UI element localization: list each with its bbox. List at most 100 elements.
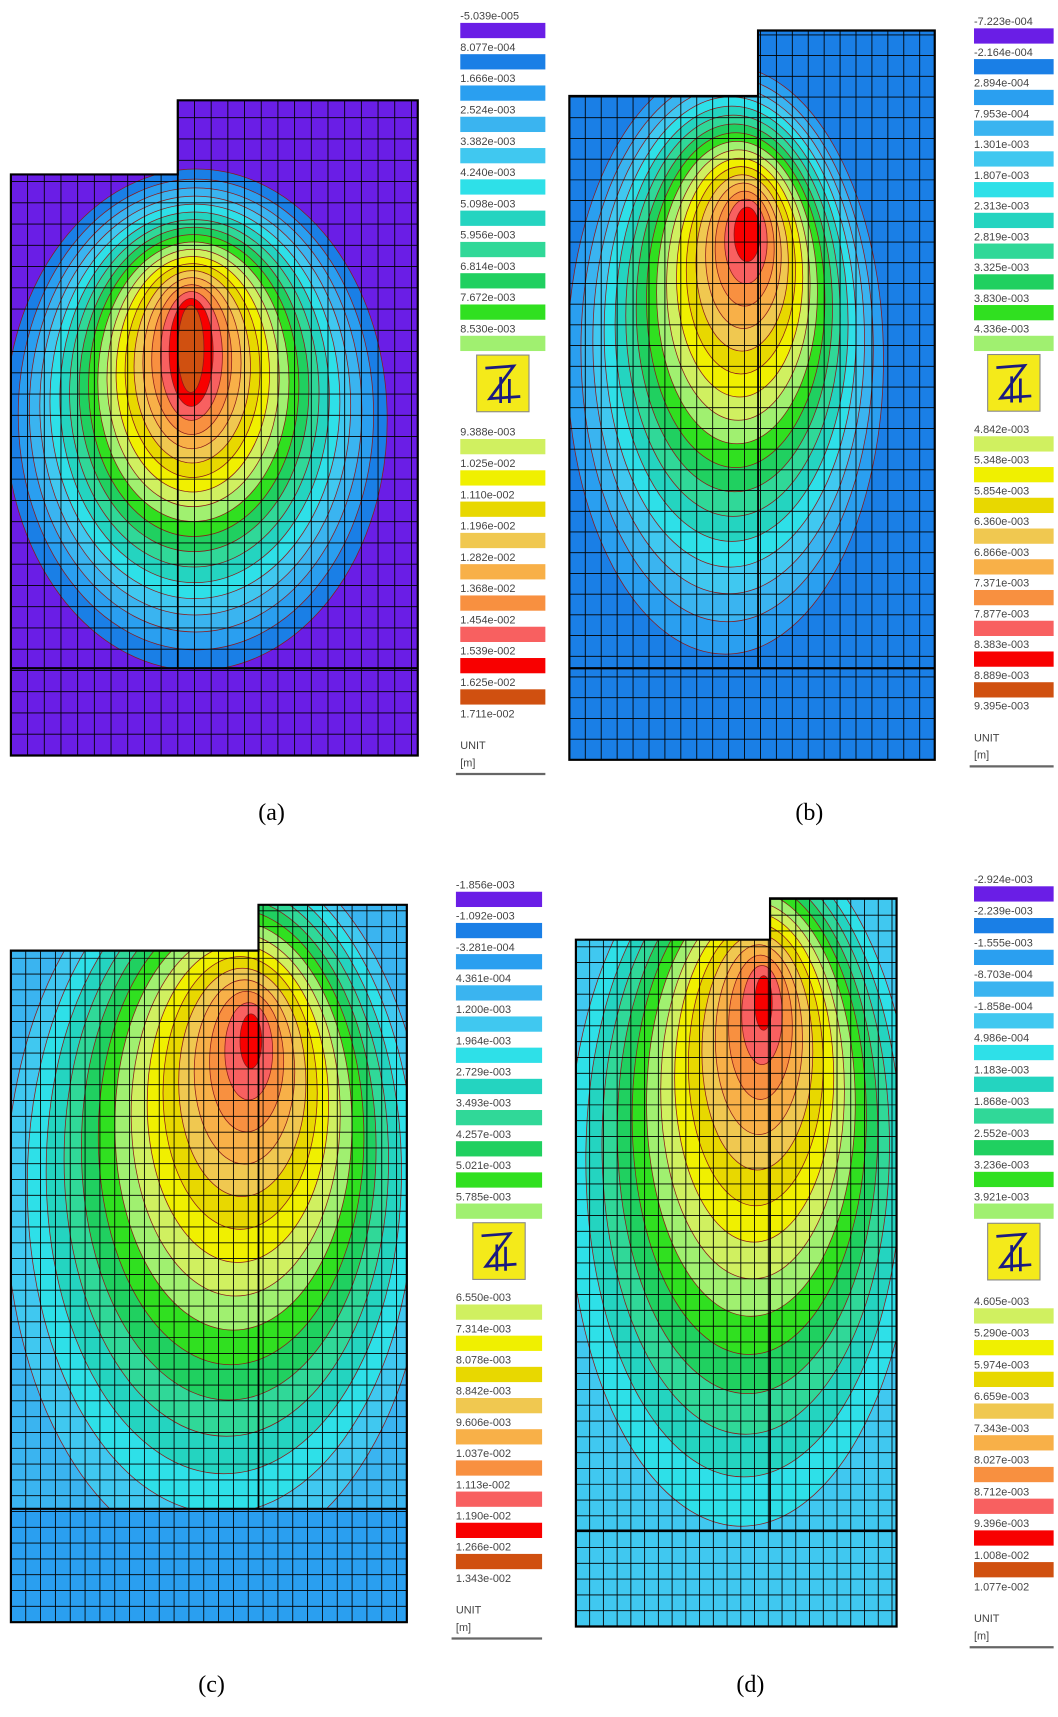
legend-swatch (974, 528, 1054, 544)
caption: (c) (198, 1672, 225, 1698)
legend-swatch (460, 501, 546, 517)
legend-swatch (460, 273, 546, 289)
logo (987, 353, 1041, 412)
unit: [m] (974, 750, 989, 762)
legend-label: 1.196e-002 (460, 521, 515, 533)
legend-label: 4.842e-003 (974, 424, 1029, 436)
legend-label: 1.113e-002 (456, 1479, 510, 1491)
legend-label: 2.524e-003 (460, 104, 515, 116)
legend-swatch (974, 1308, 1054, 1324)
legend-label: 4.336e-003 (974, 324, 1029, 336)
legend-swatch (974, 981, 1054, 997)
legend-swatch (455, 1553, 543, 1570)
legend-swatch (460, 210, 546, 226)
contour-plot (569, 30, 935, 760)
legend-swatch (974, 918, 1054, 934)
legend-label: 1.077e-002 (974, 1582, 1029, 1594)
panel: -2.924e-003 -2.239e-003 -1.555e-003 -8.703e… (574, 874, 1054, 1698)
contour-band (177, 304, 205, 393)
legend-label: -5.039e-005 (460, 11, 519, 23)
legend-label: -1.555e-003 (974, 937, 1033, 949)
contour-band (733, 206, 761, 263)
legend-swatch (974, 467, 1054, 483)
legend-label: 8.889e-003 (974, 670, 1029, 682)
legend-swatch (974, 89, 1054, 106)
legend-swatch (455, 1398, 543, 1414)
legend-swatch (974, 589, 1054, 606)
legend-swatch (974, 335, 1054, 352)
legend-swatch (974, 274, 1054, 290)
legend-swatch (460, 335, 546, 352)
legend-label: 1.183e-003 (974, 1064, 1029, 1076)
legend-label: -1.092e-003 (456, 911, 515, 923)
legend-swatch (455, 1429, 543, 1445)
legend-label: 8.530e-003 (460, 324, 515, 336)
unit: [m] (456, 1622, 471, 1634)
legend-label: 3.493e-003 (456, 1098, 511, 1110)
legend-label: 1.025e-002 (460, 458, 515, 470)
legend-label: -2.239e-003 (974, 906, 1033, 918)
bottom-layer (575, 1530, 897, 1627)
legend-swatch (974, 1371, 1054, 1388)
legend-label: -7.223e-004 (974, 16, 1033, 28)
legend-label: 1.368e-002 (460, 583, 515, 595)
legend-label: -3.281e-004 (456, 942, 515, 954)
legend-swatch (460, 148, 546, 164)
legend-swatch (455, 1141, 543, 1157)
legend-label: 4.240e-003 (460, 167, 515, 179)
legend-swatch (974, 1562, 1054, 1578)
legend-swatch (460, 658, 546, 674)
legend-label: 1.539e-002 (460, 646, 515, 658)
legend-swatch (974, 1171, 1054, 1188)
legend-label: 9.396e-003 (974, 1518, 1029, 1530)
unit: [m] (460, 757, 475, 769)
legend-label: 1.343e-002 (456, 1573, 511, 1585)
legend-label: 9.395e-003 (974, 701, 1029, 713)
legend-label: 7.314e-003 (456, 1323, 511, 1335)
legend-label: 7.953e-004 (974, 108, 1029, 120)
legend-label: 7.877e-003 (974, 608, 1029, 620)
legend-swatch (460, 689, 546, 705)
legend-swatch (974, 1530, 1054, 1546)
legend-swatch (974, 1498, 1054, 1514)
legend-swatch (455, 1366, 543, 1383)
panel: -7.223e-004 -2.164e-004 2.894e-004 7.953e-0… (568, 16, 1054, 826)
legend-swatch (974, 1044, 1054, 1061)
legend-swatch (455, 1335, 543, 1351)
legend-label: 8.077e-004 (460, 42, 515, 54)
legend-label: -1.856e-003 (456, 879, 515, 891)
legend-label: 1.666e-003 (460, 73, 515, 85)
legend-label: 1.454e-002 (460, 614, 515, 626)
contour-plot (575, 898, 897, 1627)
legend-swatch (974, 1340, 1054, 1356)
legend-label: 5.098e-003 (460, 198, 515, 210)
legend-label: 9.606e-003 (456, 1417, 511, 1429)
legend-swatch (974, 151, 1054, 167)
logo-mark (485, 364, 521, 404)
legend-swatch (455, 1522, 543, 1538)
legend-label: 1.266e-002 (456, 1542, 511, 1554)
legend-label: -8.703e-004 (974, 969, 1033, 981)
legend-swatch (974, 497, 1054, 514)
legend-label: 6.866e-003 (974, 547, 1029, 559)
unit-title: UNIT (974, 1613, 1000, 1625)
legend-swatch (974, 1435, 1054, 1451)
logo-mark (996, 363, 1032, 403)
legend-label: 4.361e-004 (456, 973, 511, 985)
legend-label: 1.301e-003 (974, 139, 1029, 151)
legend-swatch (974, 305, 1054, 321)
panel: -1.856e-003 -1.092e-003 -3.281e-004 4.361e-… (9, 879, 543, 1698)
legend-swatch (455, 1491, 543, 1507)
legend-swatch (455, 891, 543, 908)
legend-label: 5.021e-003 (456, 1160, 511, 1172)
legend-swatch (455, 1203, 543, 1219)
legend-swatch (455, 985, 543, 1001)
legend-label: 1.037e-002 (456, 1448, 511, 1460)
legend-label: 2.729e-003 (456, 1067, 511, 1079)
legend-swatch (974, 28, 1054, 44)
legend-label: 2.552e-003 (974, 1128, 1029, 1140)
legend-label: 5.974e-003 (974, 1359, 1029, 1371)
legend-swatch (460, 54, 546, 70)
